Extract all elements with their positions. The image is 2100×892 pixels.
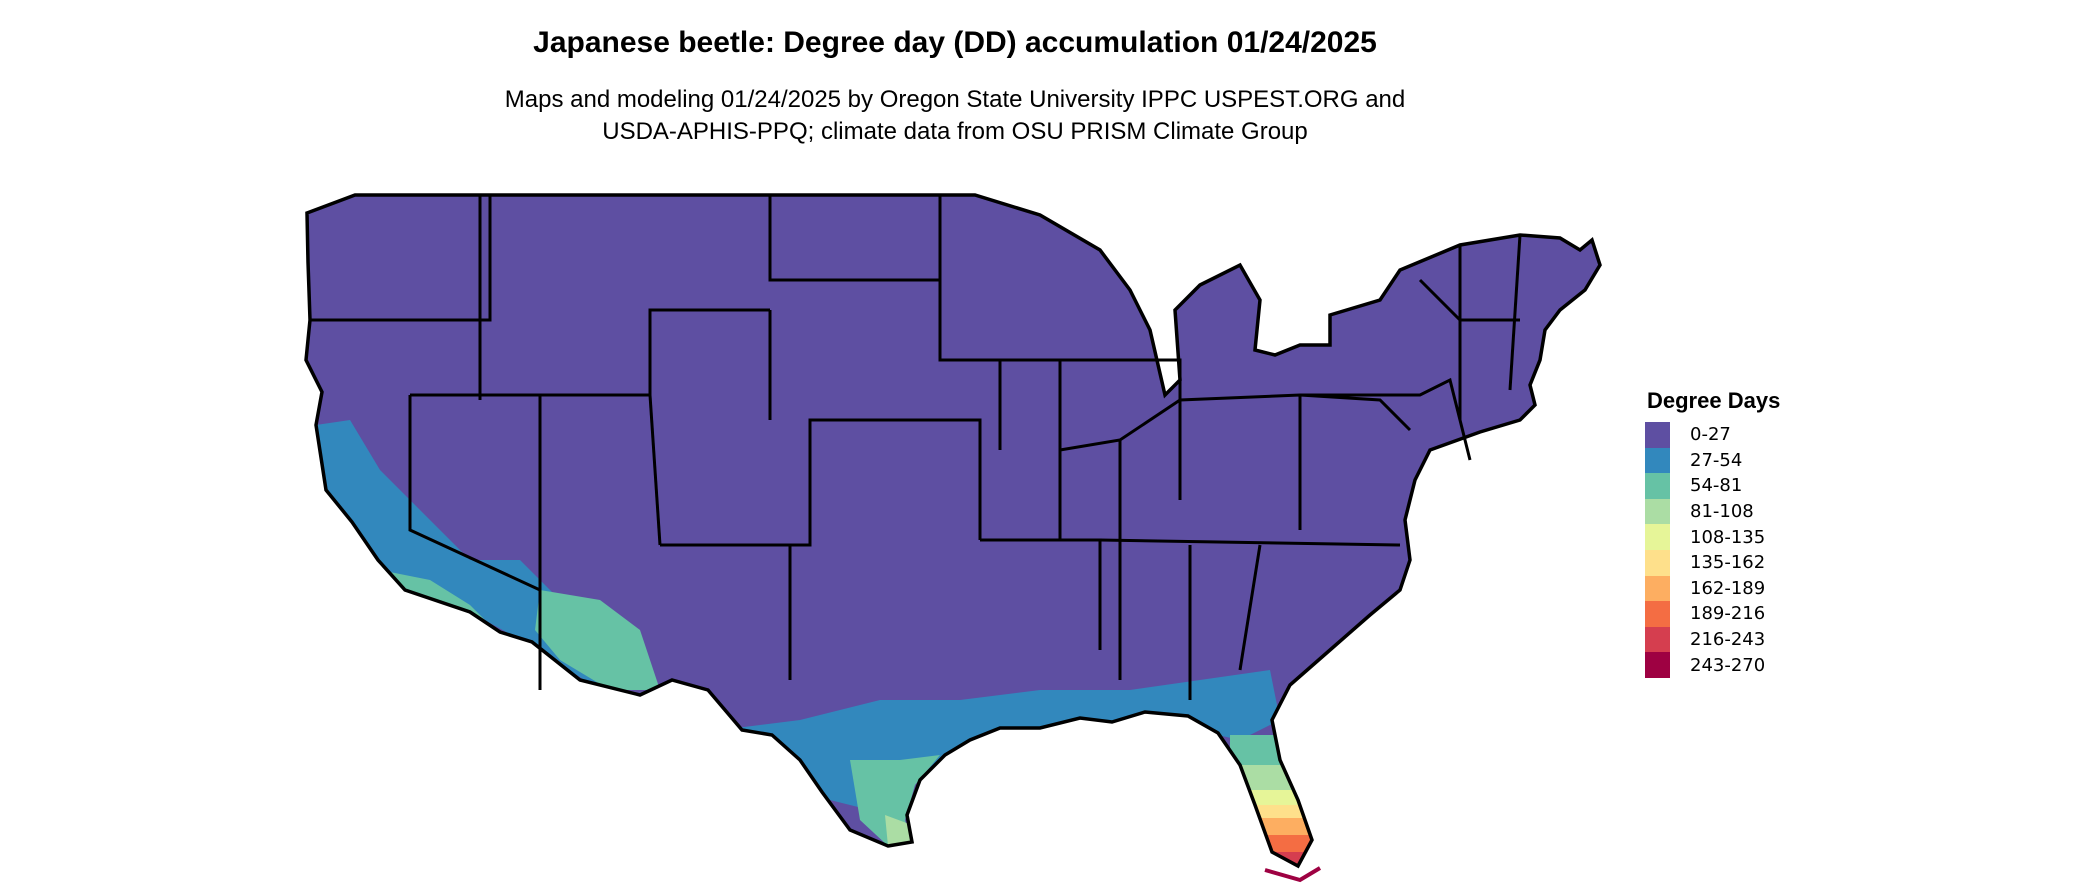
legend-swatch — [1645, 549, 1670, 576]
legend-label: 54-81 — [1690, 475, 1743, 497]
state-border-22 — [1508, 234, 1522, 391]
region-81-108-south-texas — [885, 815, 912, 846]
state-border-23 — [1418, 278, 1520, 322]
legend-label: 162-189 — [1690, 577, 1766, 599]
chart-subtitle-line-1: Maps and modeling 01/24/2025 by Oregon S… — [504, 86, 1406, 113]
legend-label: 216-243 — [1690, 629, 1766, 651]
legend-item: 0-27 — [1645, 422, 1780, 448]
legend-label: 81-108 — [1690, 501, 1754, 523]
legend-item: 162-189 — [1645, 575, 1780, 602]
legend-item: 243-270 — [1645, 652, 1780, 678]
legend-item: 54-81 — [1645, 473, 1780, 499]
legend: Degree Days 0-27 27-54 54-81 81-108 108-135 1… — [1645, 388, 1780, 678]
state-border-5 — [648, 394, 662, 546]
chart-subtitle-line-2: USDA-APHIS-PPQ; climate data from OSU PR… — [602, 118, 1308, 145]
region-0-27 — [306, 195, 1600, 866]
state-border-2 — [410, 308, 770, 397]
region-54-81-south-texas — [850, 755, 940, 846]
legend-label: 243-270 — [1690, 654, 1766, 676]
legend-swatch — [1645, 498, 1670, 525]
legend-title: Degree Days — [1647, 388, 1781, 413]
legend-swatch — [1645, 626, 1670, 653]
legend-item: 27-54 — [1645, 447, 1780, 474]
florida-keys — [1264, 866, 1322, 883]
legend-item: 81-108 — [1645, 498, 1780, 525]
legend-swatch — [1645, 524, 1670, 550]
legend-item: 135-162 — [1645, 549, 1780, 576]
legend-item: 189-216 — [1645, 601, 1780, 627]
legend-label: 135-162 — [1690, 552, 1766, 574]
state-border-0 — [310, 195, 492, 322]
state-border-9 — [788, 420, 812, 680]
legend-label: 0-27 — [1690, 424, 1731, 446]
legend-item: 216-243 — [1645, 626, 1780, 653]
region-54-81-arizona — [535, 590, 660, 690]
legend-item: 108-135 — [1645, 524, 1780, 550]
state-border-17 — [1238, 544, 1262, 671]
legend-swatch — [1645, 652, 1670, 678]
legend-swatch — [1645, 473, 1670, 499]
legend-swatch — [1645, 447, 1670, 474]
state-border-3 — [408, 395, 541, 592]
legend-swatch — [1645, 601, 1670, 627]
state-border-13 — [1099, 538, 1401, 547]
legend-label: 108-135 — [1690, 526, 1766, 548]
legend-swatch — [1645, 575, 1670, 602]
legend-label: 189-216 — [1690, 603, 1766, 625]
state-border-6 — [768, 195, 942, 282]
us-outline — [304, 193, 1602, 869]
chart-title: Japanese beetle: Degree day (DD) accumul… — [533, 26, 1377, 59]
legend-swatch — [1645, 422, 1670, 448]
state-border-14 — [1059, 393, 1412, 452]
legend-label: 27-54 — [1690, 449, 1743, 471]
